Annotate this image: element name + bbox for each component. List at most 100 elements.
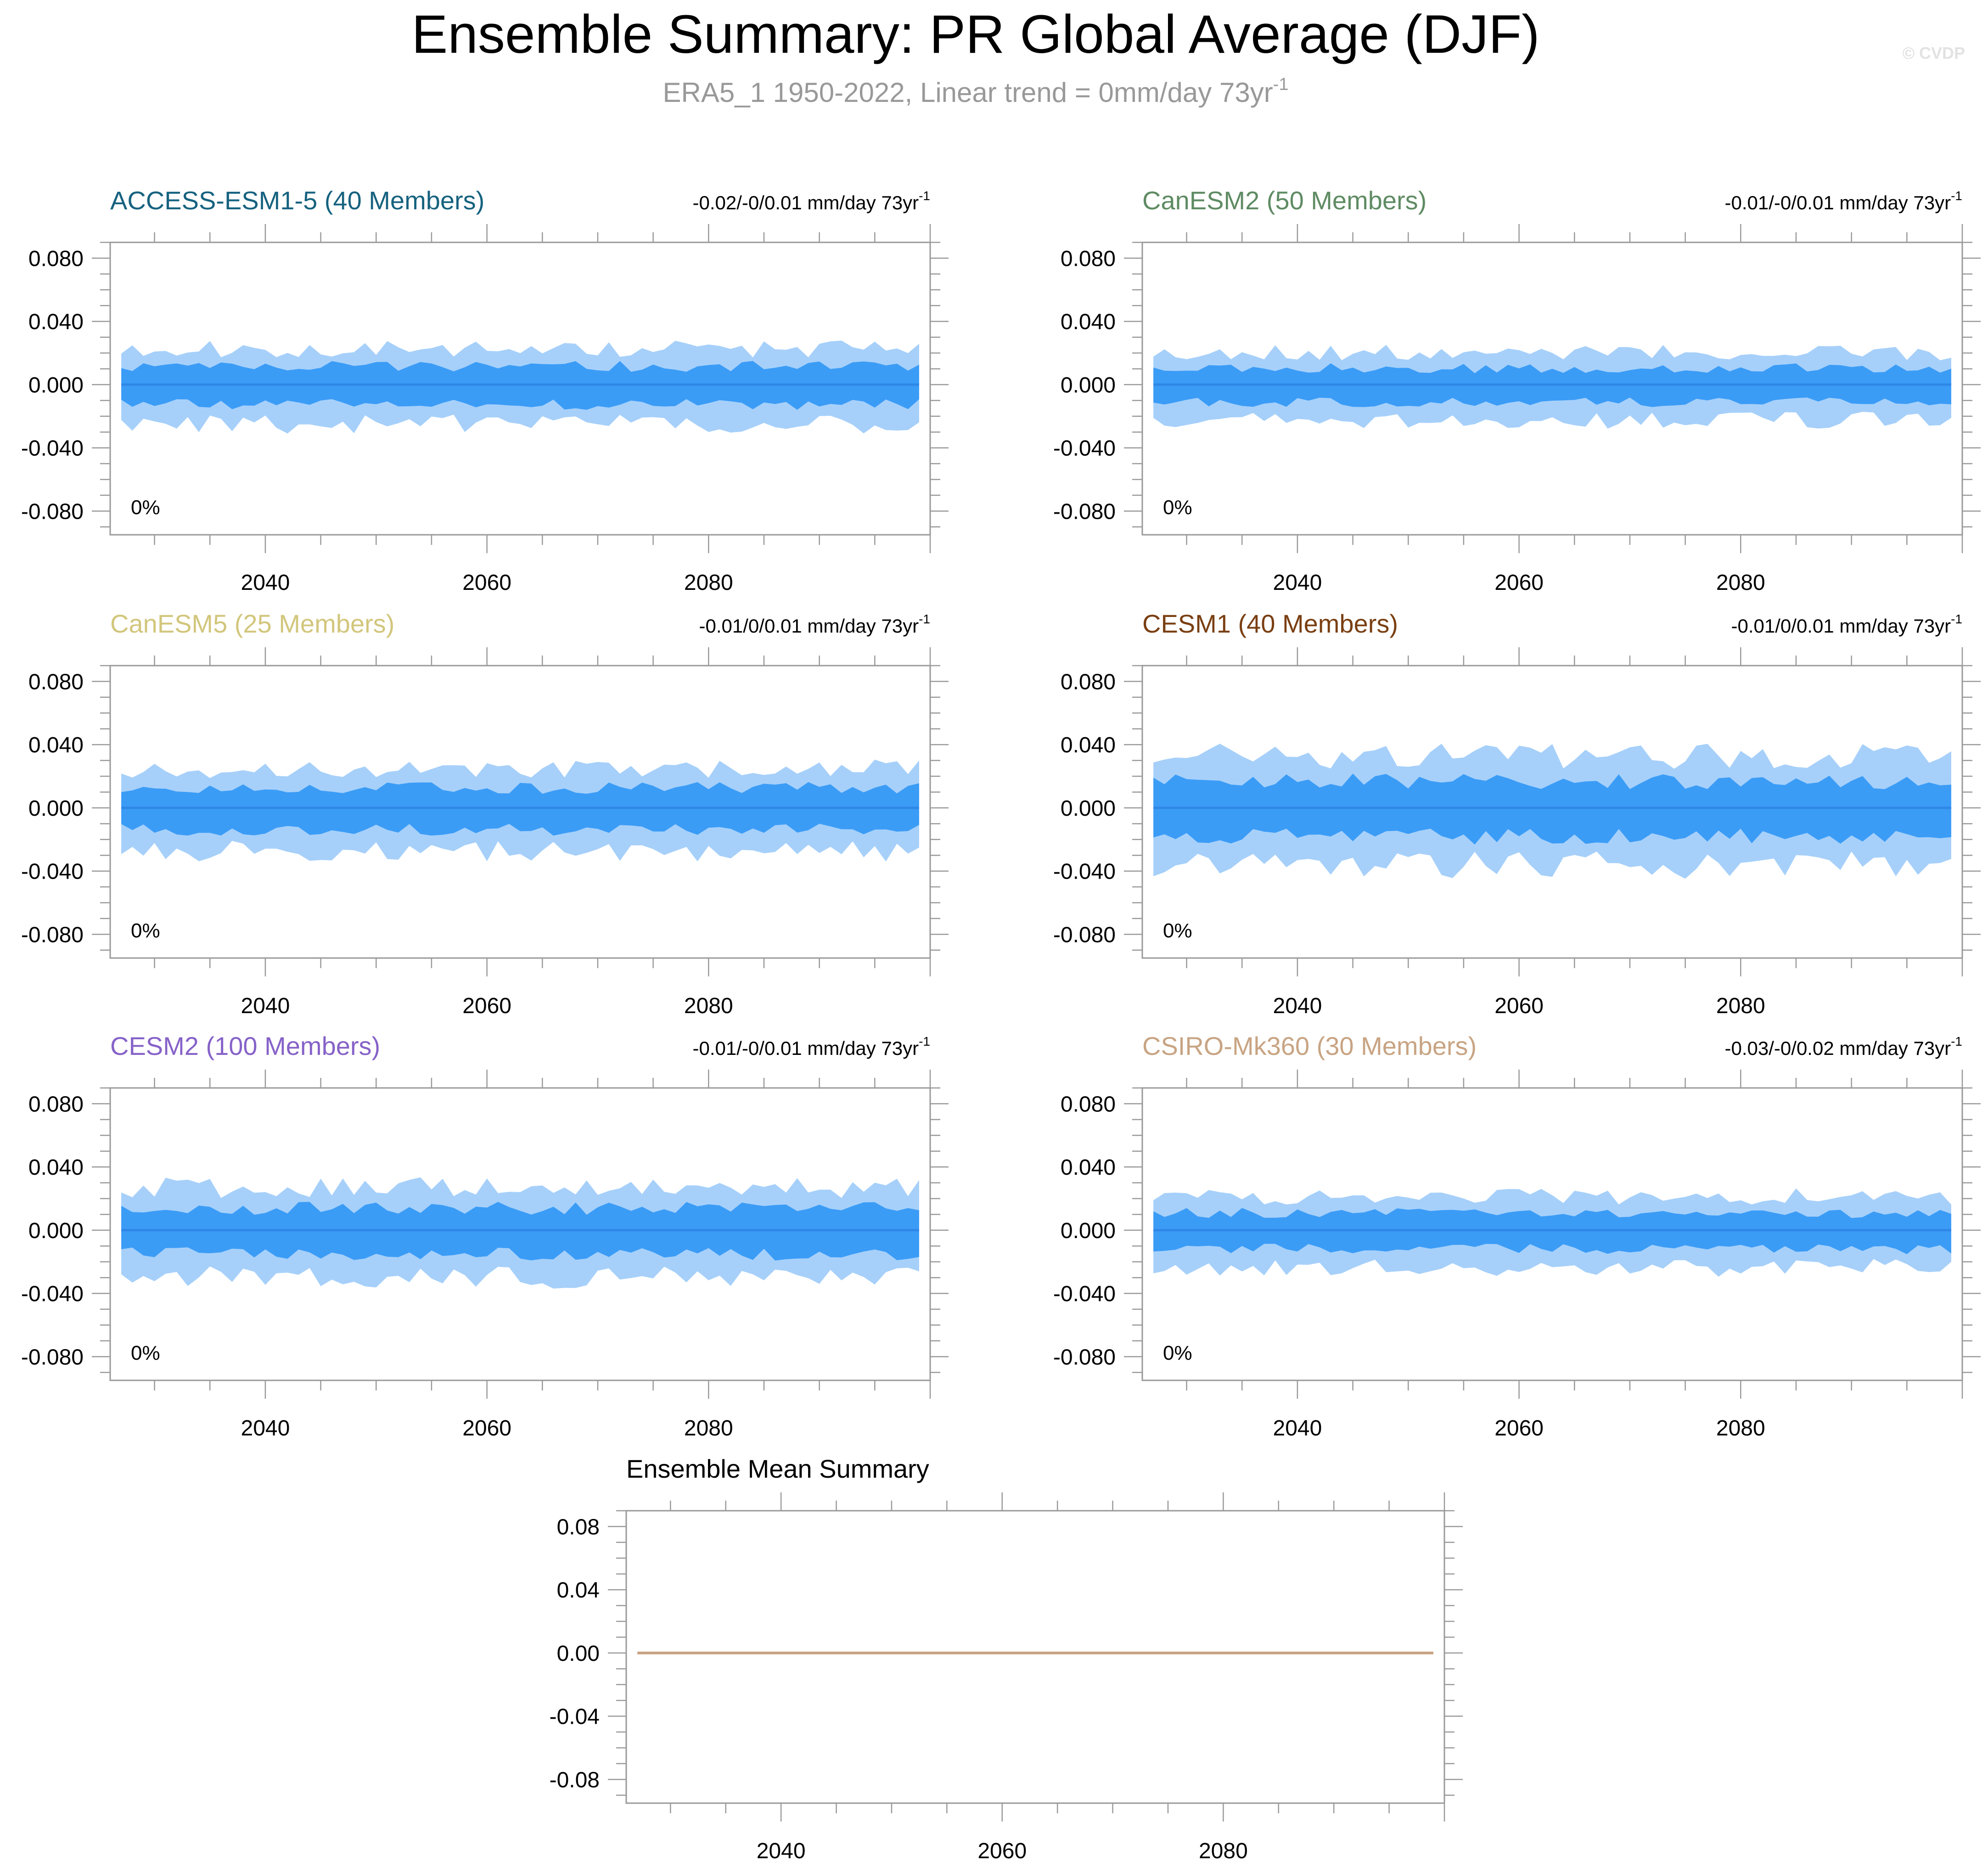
panel-title: ACCESS-ESM1-5 (40 Members)	[110, 186, 484, 215]
panels: ACCESS-ESM1-5 (40 Members) -0.02/-0/0.01 …	[21, 186, 1981, 1863]
x-tick-label: 2040	[1273, 571, 1322, 595]
x-tick-label: 2080	[684, 571, 733, 595]
x-tick-label: 2060	[462, 571, 511, 595]
trend-label: -0.01/-0/0.01 mm/day 73yr-1	[1725, 189, 1962, 213]
panel-title: CanESM2 (50 Members)	[1142, 186, 1426, 215]
y-tick-label: -0.080	[21, 499, 84, 524]
trend-superscript: -1	[1951, 189, 1962, 203]
x-tick-label: 2060	[1494, 571, 1544, 595]
y-tick-label: 0.040	[1061, 310, 1116, 334]
percent-label: 0%	[1163, 919, 1192, 942]
x-tick-label: 2080	[1716, 1416, 1765, 1440]
y-tick-label: 0.080	[1061, 670, 1116, 694]
y-tick-label: -0.080	[1053, 499, 1116, 524]
y-tick-label: -0.080	[1053, 1345, 1116, 1369]
trend-text: -0.01/0/0.01 mm/day 73yr	[1731, 615, 1951, 637]
y-tick-label: 0.00	[557, 1642, 600, 1666]
percent-label: 0%	[131, 1342, 160, 1364]
y-tick-label: 0.080	[1061, 247, 1116, 271]
trend-superscript: -1	[919, 612, 930, 626]
y-tick-label: -0.040	[1053, 1282, 1116, 1306]
y-tick-label: 0.040	[28, 1155, 84, 1180]
subtitle-superscript: -1	[1273, 75, 1289, 94]
y-tick-label: -0.040	[21, 437, 84, 461]
x-tick-label: 2080	[1199, 1839, 1248, 1863]
y-tick-label: 0.040	[1061, 733, 1116, 757]
percent-label: 0%	[131, 919, 160, 942]
y-tick-label: 0.04	[557, 1578, 600, 1603]
figure-title: Ensemble Summary: PR Global Average (DJF…	[411, 4, 1539, 65]
y-tick-label: -0.040	[21, 1282, 84, 1306]
trend-label: -0.02/-0/0.01 mm/day 73yr-1	[693, 189, 930, 213]
x-tick-label: 2040	[1273, 1416, 1322, 1440]
x-tick-label: 2060	[462, 1416, 511, 1440]
percent-label: 0%	[131, 496, 160, 519]
plot-frame	[1141, 665, 1963, 959]
x-tick-label: 2040	[241, 1416, 290, 1440]
x-tick-label: 2040	[1273, 994, 1322, 1018]
trend-text: -0.01/0/0.01 mm/day 73yr	[699, 615, 919, 637]
trend-superscript: -1	[919, 1034, 930, 1048]
x-tick-label: 2060	[977, 1839, 1027, 1863]
watermark: © CVDP	[1902, 44, 1965, 62]
chart-csiro: CSIRO-Mk360 (30 Members) -0.03/-0/0.02 mm…	[1053, 1031, 1981, 1440]
trend-text: -0.01/-0/0.01 mm/day 73yr	[1725, 192, 1951, 213]
y-tick-label: 0.040	[1061, 1155, 1116, 1180]
chart-canesm2: CanESM2 (50 Members) -0.01/-0/0.01 mm/day…	[1053, 186, 1981, 595]
y-tick-label: 0.000	[28, 373, 84, 398]
figure-subtitle: ERA5_1 1950-2022, Linear trend = 0mm/day…	[663, 75, 1289, 108]
y-tick-label: -0.040	[21, 860, 84, 884]
panel-title: CESM1 (40 Members)	[1142, 609, 1398, 638]
x-tick-label: 2060	[1494, 1416, 1544, 1440]
chart-canesm5: CanESM5 (25 Members) -0.01/0/0.01 mm/day …	[21, 609, 949, 1018]
plot-frame	[109, 241, 931, 536]
trend-superscript: -1	[1951, 1034, 1962, 1048]
plot-frame	[109, 1087, 931, 1381]
y-tick-label: -0.040	[1053, 437, 1116, 461]
chart-cesm1: CESM1 (40 Members) -0.01/0/0.01 mm/day 73…	[1053, 609, 1981, 1018]
x-tick-label: 2040	[241, 994, 290, 1018]
x-tick-label: 2040	[757, 1839, 806, 1863]
trend-label: -0.01/-0/0.01 mm/day 73yr-1	[693, 1034, 930, 1059]
plot-frame	[109, 665, 931, 959]
y-tick-label: -0.080	[21, 923, 84, 947]
panel-title: CanESM5 (25 Members)	[110, 609, 394, 638]
subtitle-text: ERA5_1 1950-2022, Linear trend = 0mm/day…	[663, 77, 1273, 108]
chart-cesm2: CESM2 (100 Members) -0.01/-0/0.01 mm/day …	[21, 1031, 949, 1440]
percent-label: 0%	[1163, 1342, 1192, 1364]
x-tick-label: 2040	[241, 571, 290, 595]
panel-title: Ensemble Mean Summary	[626, 1454, 929, 1483]
trend-label: -0.03/-0/0.02 mm/day 73yr-1	[1725, 1034, 1962, 1059]
x-tick-label: 2060	[1494, 994, 1544, 1018]
x-tick-label: 2080	[684, 1416, 733, 1440]
y-tick-label: 0.000	[28, 796, 84, 821]
trend-text: -0.03/-0/0.02 mm/day 73yr	[1725, 1037, 1951, 1059]
trend-label: -0.01/0/0.01 mm/day 73yr-1	[699, 612, 930, 637]
plot-frame	[625, 1510, 1445, 1804]
y-tick-label: 0.080	[28, 1092, 84, 1116]
x-tick-label: 2080	[1716, 994, 1765, 1018]
y-tick-label: 0.08	[557, 1515, 600, 1539]
y-tick-label: -0.08	[550, 1768, 600, 1792]
y-tick-label: 0.000	[28, 1219, 84, 1243]
trend-text: -0.02/-0/0.01 mm/day 73yr	[693, 192, 919, 213]
trend-superscript: -1	[919, 189, 930, 203]
y-tick-label: 0.040	[28, 310, 84, 334]
x-tick-label: 2060	[462, 994, 511, 1018]
panel-title: CSIRO-Mk360 (30 Members)	[1142, 1031, 1477, 1060]
x-tick-label: 2080	[1716, 571, 1765, 595]
trend-superscript: -1	[1951, 612, 1962, 626]
inner-spread-band	[1153, 773, 1951, 845]
plot-frame	[1141, 241, 1963, 536]
chart-mean: Ensemble Mean Summary 0.08 0.04 0.00 -0.04 -0…	[550, 1454, 1463, 1863]
y-tick-label: -0.080	[21, 1345, 84, 1369]
y-tick-label: -0.040	[1053, 860, 1116, 884]
y-tick-label: 0.000	[1061, 373, 1116, 398]
y-tick-label: 0.080	[1061, 1092, 1116, 1116]
y-tick-label: 0.080	[28, 247, 84, 271]
y-tick-label: 0.000	[1061, 796, 1116, 821]
y-tick-label: -0.04	[550, 1705, 600, 1729]
x-tick-label: 2080	[684, 994, 733, 1018]
y-tick-label: 0.080	[28, 670, 84, 694]
trend-text: -0.01/-0/0.01 mm/day 73yr	[693, 1037, 919, 1059]
